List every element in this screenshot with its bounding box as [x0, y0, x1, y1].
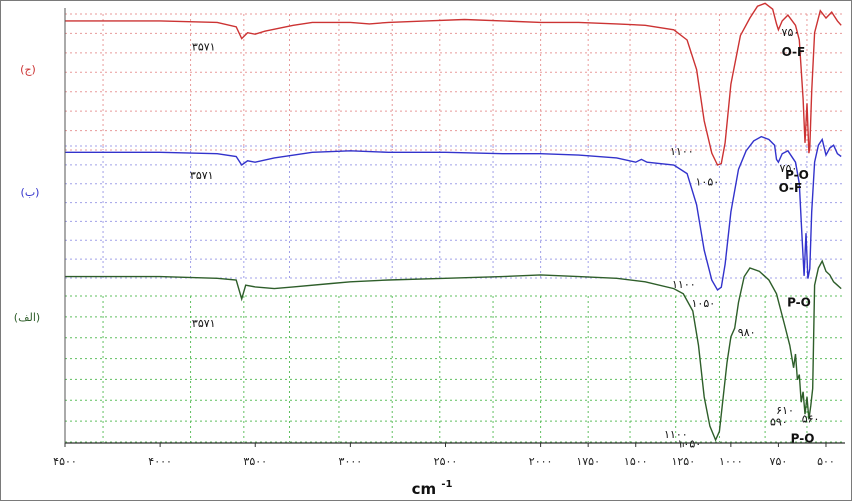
x-tick-label-7: ۱۵۰۰ [624, 455, 648, 468]
annotation-11: P-O [787, 296, 811, 310]
series-labels: (ج) (ب) (الف) [14, 63, 40, 324]
x-ticks: ۴۵۰۰ ۴۰۰۰ ۳۵۰۰ ۳۰۰۰ ۲۵۰۰ ۲۰۰۰ ۱۷۵۰ ۱۵۰۰ ۱۲۵۰ ۱۰۰۰… [53, 443, 835, 468]
annotation-8: ۱۰۵۰ [692, 297, 716, 310]
x-tick-label-5: ۲۰۰۰ [529, 455, 553, 468]
annotation-15: ۱۰۵۰ [678, 437, 702, 450]
x-tick-label-11: ۵۰۰ [817, 455, 835, 468]
annotation-5: P-O [785, 168, 809, 182]
annotation-1: ۱۱۰۰ [670, 145, 694, 158]
series-line-0 [65, 2, 842, 166]
annotation-10: O-F [779, 181, 803, 195]
annotation-17: ۵۹۰ [770, 415, 788, 428]
annotation-3: ۷۵۰ [782, 26, 800, 39]
x-tick-label-2: ۳۵۰۰ [243, 455, 267, 468]
annotation-2: ۱۰۵۰ [696, 176, 720, 189]
x-tick-label-1: ۴۰۰۰ [148, 455, 172, 468]
x-tick-label-6: ۱۷۵۰ [576, 455, 600, 468]
annotation-6: ۳۵۷۱ [190, 169, 214, 182]
x-axis-title-base: cm [412, 480, 437, 498]
x-tick-label-0: ۴۵۰۰ [53, 455, 77, 468]
x-axis-title-sup: -1 [441, 479, 452, 490]
annotation-14: ۱۱۰۰ [664, 428, 688, 441]
x-tick-label-3: ۳۰۰۰ [339, 455, 363, 468]
x-tick-label-4: ۲۵۰۰ [434, 455, 458, 468]
annotation-19: P-O [791, 431, 815, 445]
series-label-1: (ب) [21, 186, 40, 199]
annotation-13: ۹۸۰ [738, 326, 756, 339]
series [65, 2, 842, 442]
series-label-0: (ج) [20, 63, 36, 76]
annotation-0: ۳۵۷۱ [192, 41, 216, 54]
x-tick-label-8: ۱۲۵۰ [671, 455, 695, 468]
series-label-2: (الف) [14, 311, 40, 324]
annotation-18: ۵۶۰ [802, 412, 820, 425]
x-tick-label-9: ۱۰۰۰ [719, 455, 743, 468]
annotations: ۳۵۷۱۱۱۰۰۱۰۵۰۷۵۰O-FP-O۳۵۷۱۱۱۰۰۱۰۵۰۷۵۰O-FP… [190, 26, 820, 451]
series-line-2 [65, 259, 842, 442]
grid [65, 13, 845, 443]
series-line-1 [65, 135, 842, 292]
annotation-9: ۷۵۰ [780, 162, 798, 175]
annotation-4: O-F [782, 45, 806, 59]
x-axis-title: cm -1 [412, 479, 453, 498]
annotation-12: ۳۵۷۱ [192, 317, 216, 330]
x-tick-label-10: ۷۵۰ [770, 455, 788, 468]
annotation-16: ۶۱۰ [776, 404, 794, 417]
annotation-7: ۱۱۰۰ [672, 278, 696, 291]
